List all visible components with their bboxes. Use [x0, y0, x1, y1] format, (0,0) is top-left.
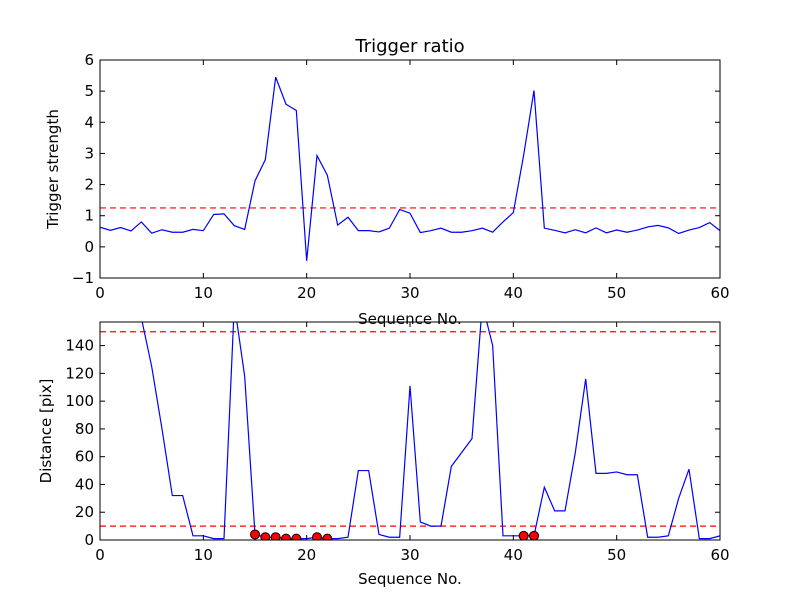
plot-frame	[99, 321, 721, 541]
data-point	[518, 530, 529, 540]
y-axis-label: Distance [pix]	[37, 379, 55, 484]
y-tick-label: 60	[75, 448, 94, 466]
series-line	[100, 76, 720, 261]
x-axis-label: Sequence No.	[358, 310, 462, 328]
x-axis-label: Sequence No.	[358, 570, 462, 588]
x-tick-label: 40	[504, 546, 523, 564]
y-axis-label: Trigger strength	[44, 109, 62, 230]
x-tick-label: 40	[504, 284, 523, 302]
y-tick-label: 40	[75, 475, 94, 493]
data-point	[281, 533, 291, 540]
y-tick-label: 140	[65, 337, 94, 355]
y-tick-label: 0	[84, 238, 94, 256]
y-tick-label: 20	[75, 503, 94, 521]
data-point	[312, 532, 322, 540]
series-line	[141, 322, 720, 540]
y-tick-label: 120	[65, 364, 94, 382]
x-tick-label: 30	[400, 284, 419, 302]
y-tick-label: 0	[84, 531, 94, 549]
x-tick-label: 60	[710, 284, 729, 302]
chart-title: Trigger ratio	[354, 36, 464, 57]
data-point	[250, 529, 260, 540]
y-tick-label: 5	[84, 82, 94, 100]
y-tick-label: −1	[72, 269, 94, 287]
data-point	[291, 533, 302, 540]
x-tick-label: 20	[297, 284, 316, 302]
data-point	[529, 530, 539, 540]
y-tick-label: 80	[75, 420, 94, 438]
plot-area	[100, 76, 720, 261]
data-point	[322, 533, 333, 540]
plot-area	[100, 322, 720, 540]
x-tick-label: 60	[710, 546, 729, 564]
x-tick-label: 10	[194, 546, 213, 564]
axis-ticks: 0 10 20 30 40 50 60 0 20 40 60 80 100 120 140	[65, 322, 730, 564]
y-tick-label: 4	[84, 113, 94, 131]
y-tick-label: 3	[84, 144, 94, 162]
y-tick-label: 100	[65, 392, 94, 410]
plot-frame	[99, 59, 721, 279]
data-point	[270, 532, 281, 540]
y-tick-label: 6	[84, 51, 94, 69]
x-tick-label: 50	[607, 546, 626, 564]
x-tick-label: 0	[95, 546, 105, 564]
x-tick-label: 30	[400, 546, 419, 564]
x-tick-label: 50	[607, 284, 626, 302]
x-tick-label: 20	[297, 546, 316, 564]
data-point	[260, 532, 271, 540]
x-tick-label: 10	[194, 284, 213, 302]
x-tick-label: 0	[95, 284, 105, 302]
y-tick-label: 2	[84, 176, 94, 194]
distance-panel: 0 10 20 30 40 50 60 0 20 40 60 80 100 120 140 Sequence…	[37, 321, 730, 588]
y-tick-label: 1	[84, 207, 94, 225]
